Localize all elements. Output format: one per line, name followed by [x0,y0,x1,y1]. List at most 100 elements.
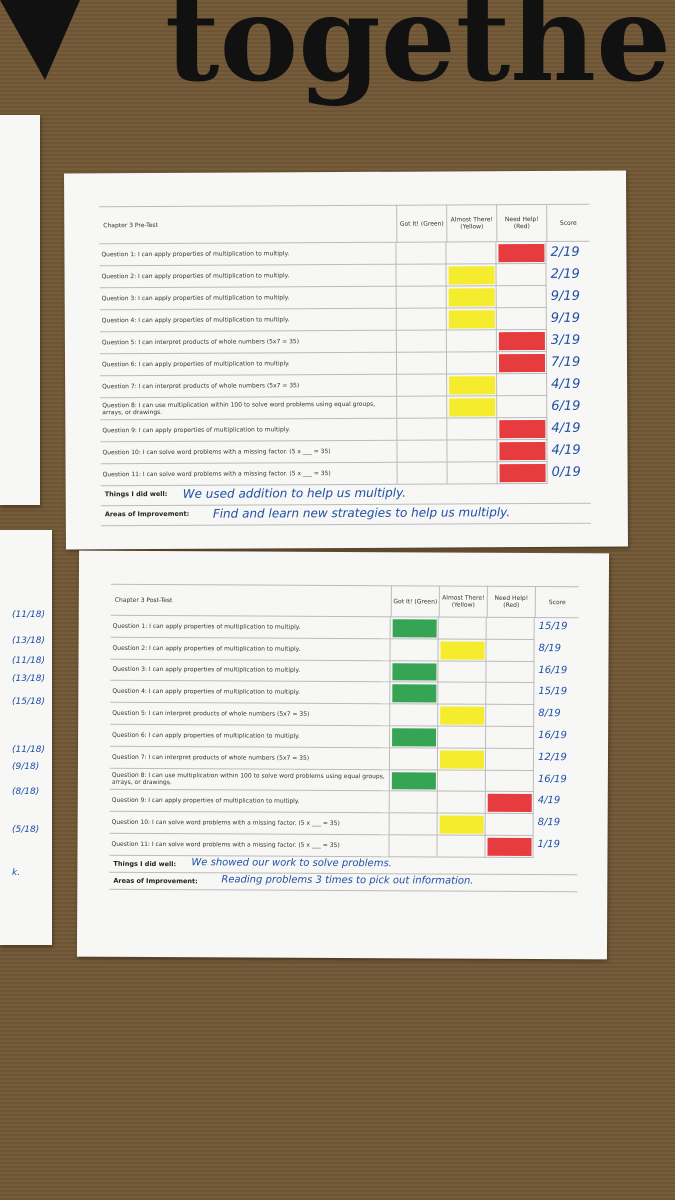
rating-cell [390,639,439,662]
pre-test-sheet: Chapter 3 Pre-Test Got It! (Green) Almost … [64,170,628,550]
rating-mark [499,419,546,439]
rating-cell [437,770,486,793]
side-score: k. [12,868,21,878]
question: Question 10: I can solve word problems w… [109,811,390,836]
rating-cell [486,639,535,662]
score: 8/19 [538,708,561,720]
rating-mark [440,706,485,725]
rating-cell [486,617,535,640]
rating-cell [496,307,547,331]
question: Question 9: I can apply properties of mu… [100,418,398,443]
score: 3/19 [550,332,581,348]
rating-cell [496,285,547,309]
score: 0/19 [551,464,581,480]
rating-cell [486,704,535,727]
rating-cell [390,704,439,727]
column-header: Almost There! (Yellow) [446,204,497,243]
footer-text: Find and learn new strategies to help us… [212,505,511,521]
footer-text: We used addition to help us multiply. [182,485,407,501]
post-test-sheet: Chapter 3 Post-Test Got It! (Green) Almost… [76,550,610,960]
side-score: (11/18) [12,745,45,755]
rating-mark [448,310,495,329]
rating-cell [397,396,448,419]
score: 15/19 [538,621,568,633]
rating-cell [396,264,447,287]
banner-text: togethe [165,0,671,108]
rating-cell [396,286,447,309]
rating-cell [497,395,548,419]
score: 2/19 [550,266,580,282]
rating-mark [391,771,436,790]
question: Question 3: I can apply properties of mu… [110,659,391,683]
score: 4/19 [551,442,581,458]
rating-cell [485,813,534,836]
score: 7/19 [550,354,581,370]
score: 4/19 [551,420,581,436]
rating-cell [447,462,498,485]
column-header: Score [534,586,579,619]
rating-cell [438,682,487,705]
rating-cell [397,374,448,397]
rating-cell [486,726,535,749]
score: 16/19 [538,730,567,742]
question: Question 9: I can apply properties of mu… [109,790,390,814]
question: Question 2: I can apply properties of mu… [110,637,391,661]
side-sheet: (11/18) (13/18) (11/18) (13/18) (15/18) (11/1… [0,530,52,945]
rating-cell [485,770,534,793]
question: Question 8: I can use multiplication wit… [100,396,398,421]
rating-mark [392,684,437,703]
rating-mark [498,353,546,373]
rating-cell [389,813,438,836]
score: 12/19 [537,751,567,763]
question: Question 11: I can solve word problems w… [109,833,390,858]
rating-mark [487,837,532,856]
score: 6/19 [551,398,581,414]
side-score: (5/18) [12,825,40,835]
rating-cell [486,661,535,684]
rating-mark [498,331,545,351]
rating-cell [389,748,439,771]
rating-cell [396,308,447,331]
question: Question 6: I can apply properties of mu… [110,724,391,749]
footer-label: Areas of Improvement: [104,509,190,519]
column-header: Almost There! (Yellow) [438,585,487,618]
rating-mark [392,662,437,681]
question: Question 3: I can apply properties of mu… [99,286,397,311]
rating-cell [485,748,535,771]
question: Question 5: I can interpret products of … [99,330,397,355]
banner: togethe [0,0,671,108]
rating-cell [437,791,486,814]
score: 2/19 [550,244,580,260]
side-score: (15/18) [12,697,45,707]
question: Question 1: I can apply properties of mu… [99,242,397,267]
rating-cell [397,440,448,463]
rating-cell [438,726,487,749]
rating-cell [438,661,487,684]
score: 15/19 [538,686,568,698]
column-header: Score [546,203,590,242]
score: 16/19 [537,773,567,785]
rating-cell [396,352,448,375]
question: Question 2: I can apply properties of mu… [99,264,397,289]
rating-mark [392,728,437,747]
question: Question 10: I can solve word problems w… [100,440,398,465]
column-header: Need Help! (Red) [496,203,547,243]
footer-label: Things I did well: [113,859,177,868]
side-score: (9/18) [12,762,40,772]
rating-cell [446,242,497,265]
score: 4/19 [537,795,561,807]
rating-mark [449,398,496,417]
rating-cell [447,418,498,441]
rating-cell [497,373,548,397]
rating-cell [438,617,487,640]
score: 8/19 [537,817,561,829]
rating-cell [446,352,498,375]
question: Question 1: I can apply properties of mu… [110,615,391,640]
score: 9/19 [550,288,580,304]
rating-cell [389,791,438,814]
rating-mark [499,441,546,461]
rating-cell [396,330,447,353]
rating-mark [392,619,437,638]
rating-cell [397,418,448,441]
rating-cell [396,242,447,265]
